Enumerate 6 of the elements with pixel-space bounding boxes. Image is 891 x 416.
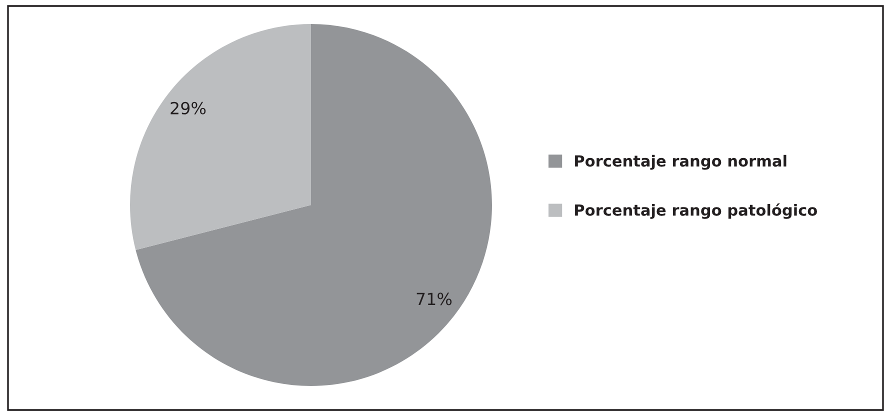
legend-label: Porcentaje rango patológico — [575, 203, 818, 219]
pie-slice — [136, 24, 492, 386]
legend-label: Porcentaje rango normal — [575, 154, 786, 170]
data-label: 29% — [170, 102, 206, 114]
data-label: 71% — [416, 292, 452, 306]
pie-slice — [130, 24, 311, 250]
